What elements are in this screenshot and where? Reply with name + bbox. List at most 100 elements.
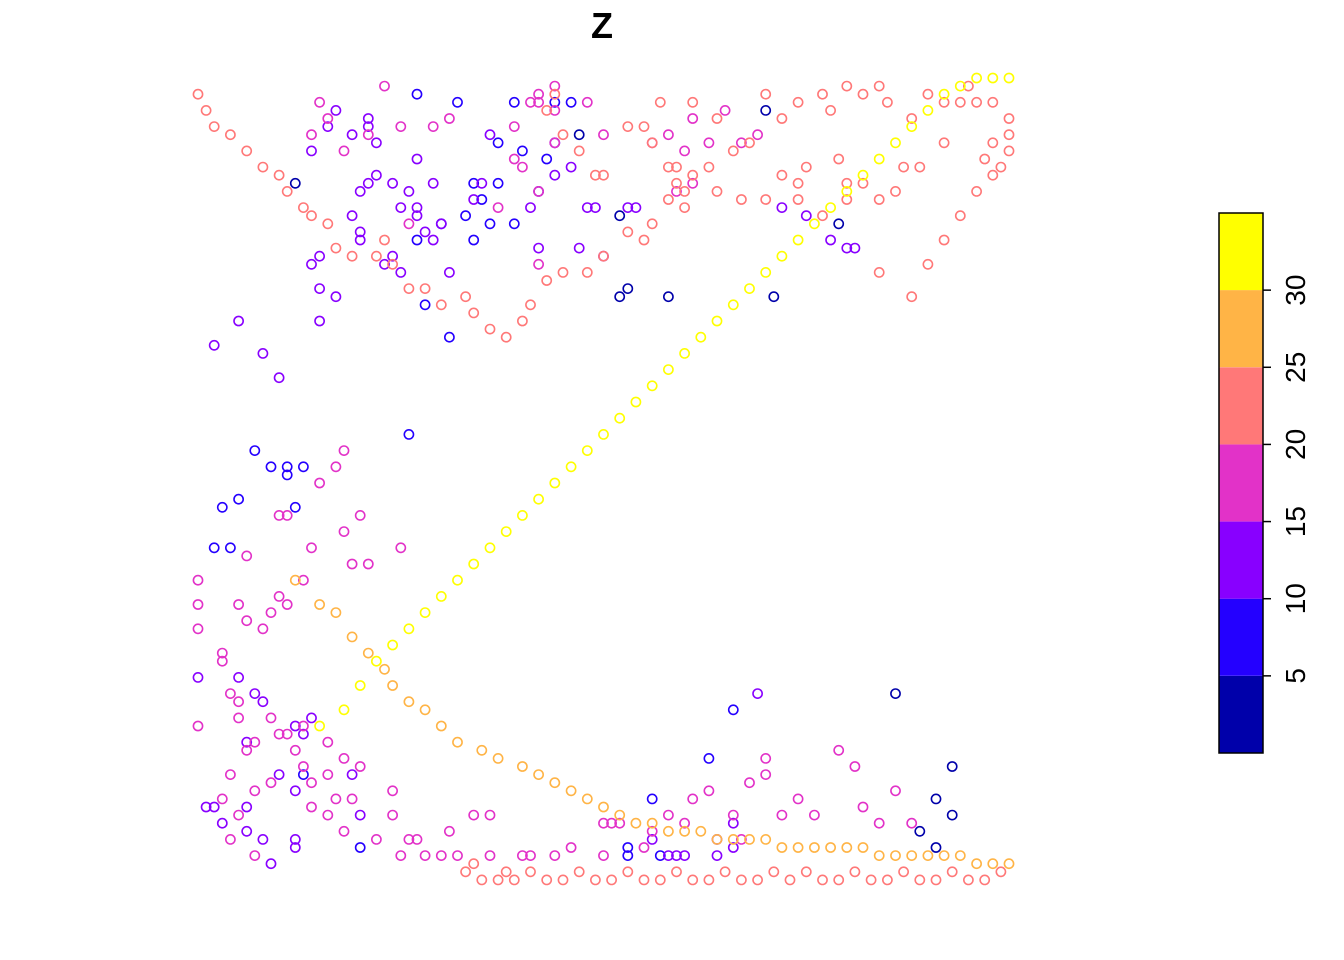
data-point <box>257 161 269 173</box>
data-point <box>443 266 455 278</box>
data-point <box>703 785 715 797</box>
data-point <box>719 866 731 878</box>
data-point <box>338 445 350 456</box>
data-point <box>809 809 820 821</box>
data-point <box>257 347 269 359</box>
data-point <box>549 850 561 861</box>
data-point <box>549 105 561 116</box>
data-point <box>557 129 569 141</box>
data-point <box>257 696 269 708</box>
data-point <box>792 96 804 108</box>
data-point <box>598 817 609 829</box>
data-point <box>370 250 382 262</box>
data-point <box>598 129 609 141</box>
data-point <box>443 331 455 343</box>
data-point <box>987 96 999 108</box>
data-point <box>387 258 398 270</box>
data-point <box>1003 113 1015 124</box>
data-point <box>549 169 561 181</box>
data-point <box>922 258 934 270</box>
data-point <box>241 825 253 837</box>
data-point <box>736 137 747 149</box>
data-point <box>322 218 334 230</box>
data-point <box>273 169 285 181</box>
data-point <box>573 866 585 878</box>
data-point <box>711 834 723 845</box>
colorbar-swatch <box>1219 521 1263 599</box>
data-point <box>322 121 334 132</box>
data-point <box>338 753 350 764</box>
data-point <box>549 80 561 92</box>
data-point <box>517 761 528 772</box>
data-point <box>443 825 455 837</box>
data-point <box>679 825 690 837</box>
data-point <box>525 850 536 861</box>
data-point <box>346 631 358 643</box>
data-point <box>306 258 317 270</box>
data-point <box>954 210 966 222</box>
data-point <box>297 761 309 772</box>
data-point <box>768 866 780 878</box>
data-point <box>622 842 634 853</box>
data-point <box>346 558 358 570</box>
chart-title: Z <box>591 5 613 46</box>
data-point <box>946 809 958 821</box>
data-point <box>995 866 1007 878</box>
data-point <box>971 96 982 108</box>
data-point <box>289 177 301 189</box>
data-point <box>857 801 869 813</box>
data-point <box>727 817 739 829</box>
data-point <box>946 761 958 772</box>
data-point <box>508 121 520 132</box>
data-point <box>314 477 325 489</box>
data-point <box>484 850 496 861</box>
data-point <box>695 331 707 343</box>
data-point <box>711 850 723 861</box>
data-point <box>646 218 658 230</box>
data-point <box>687 96 699 108</box>
data-point <box>979 153 991 165</box>
data-point <box>622 283 634 294</box>
data-point <box>508 96 520 108</box>
data-point <box>289 785 301 797</box>
data-point <box>565 842 577 853</box>
data-point <box>387 639 398 651</box>
data-point <box>241 550 253 562</box>
data-point <box>671 850 682 861</box>
data-point <box>533 88 544 100</box>
data-point <box>565 96 577 108</box>
data-point <box>525 202 536 213</box>
data-point <box>736 834 747 845</box>
data-point <box>727 842 739 853</box>
data-point <box>833 874 845 886</box>
data-point <box>468 558 480 570</box>
data-point <box>314 250 325 262</box>
data-point <box>533 258 544 270</box>
data-point <box>744 777 755 789</box>
colorbar-tick-label: 25 <box>1280 352 1311 383</box>
data-point <box>289 574 301 586</box>
data-point <box>460 866 471 878</box>
data-point <box>727 145 739 157</box>
data-point <box>216 793 228 805</box>
data-point <box>614 817 626 829</box>
data-point <box>484 218 496 230</box>
data-point <box>281 599 293 610</box>
data-point <box>257 623 269 635</box>
data-point <box>346 129 358 141</box>
colorbar-swatches <box>1219 213 1263 753</box>
data-point <box>833 218 845 230</box>
colorbar-frame <box>1218 212 1264 754</box>
data-point <box>435 720 447 732</box>
data-point <box>216 647 228 659</box>
data-point <box>963 80 974 92</box>
data-point <box>930 842 942 853</box>
data-point <box>800 210 812 222</box>
data-point <box>646 817 658 829</box>
data-point <box>890 850 901 861</box>
data-point <box>241 801 253 813</box>
data-point <box>354 185 366 197</box>
data-point <box>452 96 463 108</box>
data-point <box>306 777 317 789</box>
data-point <box>776 202 788 213</box>
